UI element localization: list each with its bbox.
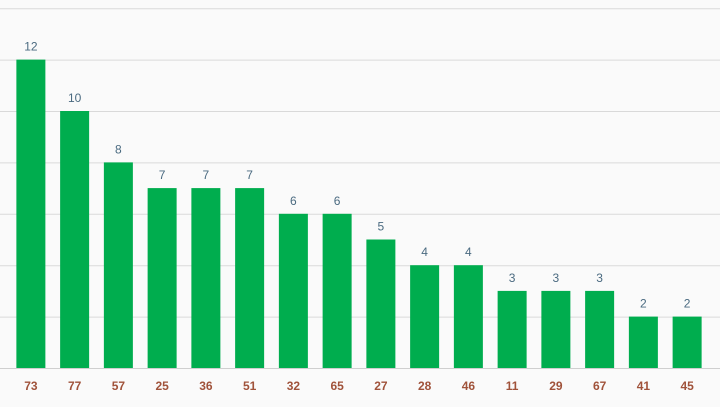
- bar-45[interactable]: [672, 316, 702, 368]
- value-label-67: 3: [596, 271, 603, 285]
- bar-57[interactable]: [103, 162, 133, 368]
- category-label-67: 67: [593, 379, 607, 393]
- category-label-32: 32: [287, 379, 301, 393]
- category-label-77: 77: [68, 379, 82, 393]
- bar-73[interactable]: [16, 59, 46, 368]
- bars: [16, 59, 702, 369]
- bar-41[interactable]: [628, 316, 658, 368]
- value-label-57: 8: [115, 142, 122, 156]
- bar-65[interactable]: [322, 213, 352, 368]
- value-label-45: 2: [684, 297, 691, 311]
- category-label-73: 73: [24, 379, 38, 393]
- value-label-29: 3: [553, 271, 560, 285]
- category-label-65: 65: [330, 379, 344, 393]
- bar-11[interactable]: [497, 290, 527, 368]
- bar-67[interactable]: [585, 290, 615, 368]
- category-label-28: 28: [418, 379, 432, 393]
- bar-28[interactable]: [410, 265, 440, 368]
- value-label-11: 3: [509, 271, 516, 285]
- value-label-28: 4: [421, 245, 428, 259]
- value-label-36: 7: [203, 168, 210, 182]
- value-label-73: 12: [24, 40, 38, 54]
- category-label-45: 45: [680, 379, 694, 393]
- category-label-25: 25: [155, 379, 169, 393]
- category-label-11: 11: [506, 379, 519, 393]
- value-label-32: 6: [290, 194, 297, 208]
- bar-29[interactable]: [541, 290, 571, 368]
- value-label-27: 5: [378, 220, 385, 234]
- bar-25[interactable]: [147, 188, 177, 368]
- value-label-46: 4: [465, 245, 472, 259]
- value-label-77: 10: [68, 91, 82, 105]
- value-label-51: 7: [246, 168, 253, 182]
- value-labels: 12 10 8 7 7 7 6 6 5 4 4 3 3 3 2 2: [24, 40, 691, 311]
- category-label-27: 27: [374, 379, 388, 393]
- category-label-57: 57: [112, 379, 126, 393]
- category-label-41: 41: [637, 379, 651, 393]
- category-label-36: 36: [199, 379, 213, 393]
- bar-32[interactable]: [278, 213, 308, 368]
- category-label-46: 46: [462, 379, 476, 393]
- value-label-65: 6: [334, 194, 341, 208]
- bar-77[interactable]: [60, 111, 90, 368]
- value-label-25: 7: [159, 168, 166, 182]
- bar-36[interactable]: [191, 188, 221, 368]
- value-label-41: 2: [640, 297, 647, 311]
- bar-51[interactable]: [235, 188, 265, 368]
- category-labels: 73 77 57 25 36 51 32 65 27 28 46 11 29 67 41 45: [24, 379, 694, 393]
- bar-46[interactable]: [453, 265, 483, 368]
- bar-27[interactable]: [366, 239, 396, 369]
- category-label-29: 29: [549, 379, 563, 393]
- category-label-51: 51: [243, 379, 257, 393]
